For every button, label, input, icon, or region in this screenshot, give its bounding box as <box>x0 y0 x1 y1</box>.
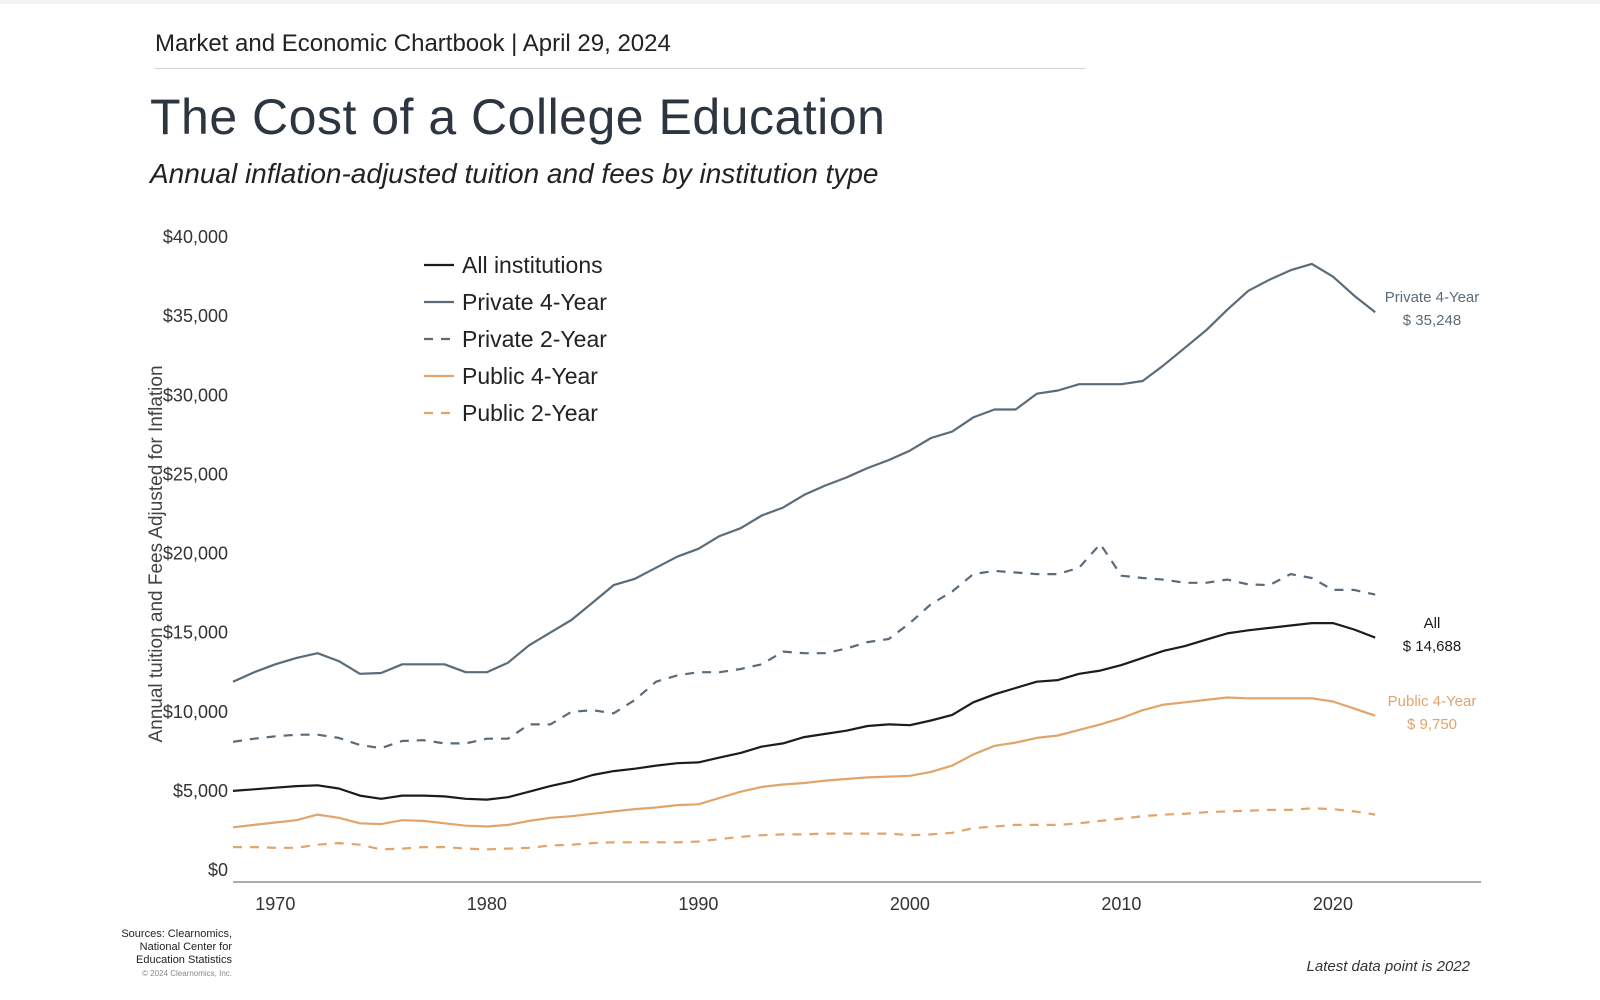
legend-label: Private 2-Year <box>462 326 607 352</box>
series-line-private-2-year <box>232 542 1376 750</box>
x-tick-label: 1970 <box>255 894 295 914</box>
sources-line-1: Sources: Clearnomics, <box>121 928 232 940</box>
x-tick-label: 1990 <box>678 894 718 914</box>
end-label-value: $ 14,688 <box>1403 638 1461 655</box>
copyright-note: © 2024 Clearnomics, Inc. <box>142 969 232 978</box>
y-tick-label: $35,000 <box>163 306 228 326</box>
series-line-public-4-year <box>232 696 1376 829</box>
sources-note: Sources: Clearnomics, National Center fo… <box>60 928 232 980</box>
y-tick-label: $20,000 <box>163 544 228 564</box>
y-tick-label: $30,000 <box>163 385 228 405</box>
legend-label: Public 2-Year <box>462 400 598 426</box>
series-line-public-2-year <box>233 807 1376 851</box>
end-label-name: Private 4-Year <box>1385 289 1480 306</box>
x-tick-label: 1980 <box>467 894 507 914</box>
end-label-name: Public 4-Year <box>1388 693 1477 710</box>
chartbook-header: Market and Economic Chartbook | April 29… <box>155 30 1085 69</box>
y-tick-label: $25,000 <box>163 464 228 484</box>
x-tick-label: 2000 <box>890 894 930 914</box>
y-tick-label: $10,000 <box>163 702 228 722</box>
legend-label: Public 4-Year <box>462 363 598 389</box>
y-tick-label: $5,000 <box>173 781 228 801</box>
end-label-value: $ 9,750 <box>1407 716 1457 733</box>
page-title: The Cost of a College Education <box>150 89 886 145</box>
page-subtitle: Annual inflation-adjusted tuition and fe… <box>150 158 879 189</box>
series-line-all-institutions <box>232 621 1376 801</box>
legend-label: All institutions <box>462 252 603 278</box>
series-line-private-4-year <box>232 262 1376 683</box>
sources-line-3: Education Statistics <box>136 954 232 966</box>
x-tick-label: 2010 <box>1101 894 1141 914</box>
latest-data-note: Latest data point is 2022 <box>1306 958 1470 975</box>
top-band <box>0 0 1600 4</box>
y-tick-label: $40,000 <box>163 227 228 247</box>
legend-label: Private 4-Year <box>462 289 607 315</box>
end-label-value: $ 35,248 <box>1403 312 1461 329</box>
y-tick-label: $0 <box>208 860 228 880</box>
y-tick-label: $15,000 <box>163 623 228 643</box>
end-label-name: All <box>1424 615 1441 632</box>
sources-line-2: National Center for <box>139 941 232 953</box>
x-tick-label: 2020 <box>1313 894 1353 914</box>
